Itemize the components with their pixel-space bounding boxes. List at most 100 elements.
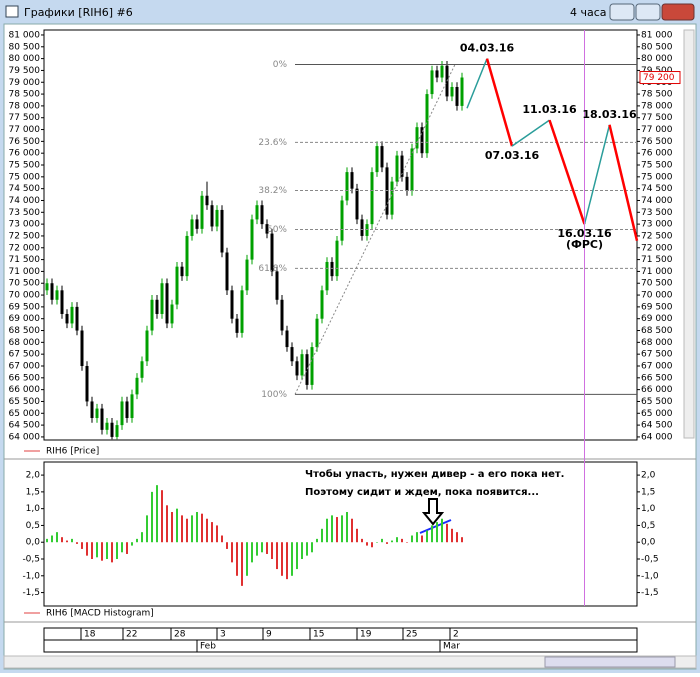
y-tick-label: 73 500 <box>9 208 41 218</box>
candle-body <box>225 252 229 291</box>
histogram-bar <box>146 515 148 543</box>
y-tick-label: 78 500 <box>9 90 41 100</box>
histogram-bar <box>61 537 63 543</box>
day-label: 28 <box>174 630 186 640</box>
y-tick-label: -1,5 <box>641 588 659 598</box>
candle-body <box>420 127 424 154</box>
day-label: 2 <box>453 630 459 640</box>
day-label: 15 <box>313 630 324 640</box>
candle-body <box>460 77 464 106</box>
candle-body <box>315 318 319 348</box>
y-tick-label: 80 000 <box>641 54 673 64</box>
candle-body <box>285 330 289 348</box>
candle-body <box>375 146 379 173</box>
histogram-bar <box>311 542 313 553</box>
y-tick-label: 65 500 <box>641 397 673 407</box>
candle-body <box>145 330 149 362</box>
candle-body <box>370 172 374 225</box>
histogram-bar <box>266 542 268 554</box>
close-button[interactable] <box>661 3 695 21</box>
candle-body <box>200 195 204 229</box>
histogram-bar <box>306 542 308 556</box>
histogram-bar <box>326 518 328 543</box>
histogram-bar <box>341 515 343 543</box>
window-title: Графики [RIH6] #6 <box>24 6 133 19</box>
y-tick-label: 77 000 <box>9 125 41 135</box>
histogram-bar <box>426 530 428 543</box>
minimize-button[interactable] <box>609 3 635 21</box>
histogram-bar <box>126 542 128 554</box>
scroll-thumb[interactable] <box>544 656 676 668</box>
histogram-bar <box>446 523 448 543</box>
arrow <box>421 498 445 526</box>
candle-body <box>405 176 409 192</box>
y-tick-label: 64 000 <box>641 432 673 442</box>
y-tick-label: 70 500 <box>641 279 673 289</box>
y-tick-label: 2,0 <box>641 471 656 481</box>
forecast-segment <box>485 58 514 147</box>
forecast-label: 07.03.16 <box>485 149 540 162</box>
histogram-bar <box>346 512 348 543</box>
y-tick-label: 68 000 <box>9 338 41 348</box>
horizontal-scrollbar[interactable] <box>3 655 697 669</box>
day-label: 18 <box>84 630 96 640</box>
y-tick-label: 66 000 <box>641 385 673 395</box>
candle-body <box>275 271 279 300</box>
histogram-bar <box>366 542 368 546</box>
vertical-scrollbar[interactable] <box>683 29 695 439</box>
histogram-bar <box>416 532 418 543</box>
y-tick-label: 73 000 <box>9 220 41 230</box>
candle-body <box>55 290 59 300</box>
y-tick-label: 1,5 <box>26 487 40 497</box>
maximize-button[interactable] <box>635 3 661 21</box>
candle-body <box>235 318 239 333</box>
histogram-bar <box>291 542 293 576</box>
histogram-bar <box>46 538 48 543</box>
y-tick-label: 79 500 <box>9 66 41 76</box>
candle-body <box>265 224 269 234</box>
candle-body <box>440 65 444 78</box>
candle-body <box>75 306 79 331</box>
candle-body <box>170 304 174 324</box>
y-tick-label: 64 500 <box>9 421 41 431</box>
day-label: 3 <box>220 630 226 640</box>
candle-body <box>125 401 129 419</box>
candle-body <box>45 283 49 291</box>
histogram-bar <box>396 537 398 543</box>
fib-label: 61.8% <box>258 264 287 274</box>
histogram-bar <box>376 542 378 543</box>
candle-body <box>190 219 194 236</box>
candle-body <box>340 200 344 241</box>
forecast-segment <box>583 124 611 225</box>
candle-body <box>390 181 394 215</box>
y-tick-label: 74 500 <box>641 184 673 194</box>
candle-body <box>400 155 404 177</box>
y-tick-label: 70 000 <box>641 291 673 301</box>
app-icon <box>5 5 19 18</box>
fib-label: 0% <box>273 60 288 70</box>
y-tick-label: 74 500 <box>9 184 41 194</box>
candle-body <box>90 401 94 419</box>
y-tick-label: 74 000 <box>641 196 673 206</box>
histogram-bar <box>356 528 358 543</box>
y-tick-label: 67 500 <box>641 350 673 360</box>
histogram-bar <box>131 542 133 546</box>
histogram-bar <box>221 535 223 543</box>
y-tick-label: 75 000 <box>641 172 673 182</box>
y-tick-label: 1,5 <box>641 487 655 497</box>
candle-body <box>280 299 284 331</box>
y-tick-label: 69 500 <box>641 302 673 312</box>
y-tick-label: 77 500 <box>641 113 673 123</box>
candle-body <box>175 266 179 305</box>
y-tick-label: 65 000 <box>641 409 673 419</box>
histogram-bar <box>106 542 108 560</box>
candle-body <box>245 259 249 291</box>
histogram-bar <box>196 512 198 543</box>
y-tick-label: 72 000 <box>9 243 41 253</box>
histogram-bar <box>176 508 178 543</box>
y-tick-label: 1,0 <box>641 504 656 514</box>
y-tick-label: 66 500 <box>9 373 41 383</box>
histogram-bar <box>171 512 173 543</box>
candle-body <box>205 195 209 206</box>
histogram-bar <box>186 518 188 543</box>
